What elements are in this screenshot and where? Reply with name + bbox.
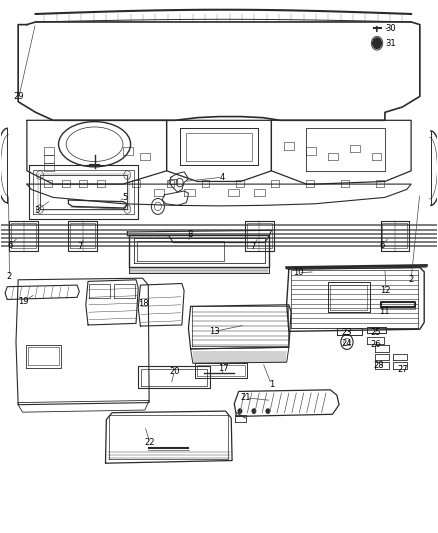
Text: 20: 20 xyxy=(169,367,180,376)
Text: 18: 18 xyxy=(138,299,149,308)
Text: 8: 8 xyxy=(187,230,192,239)
Text: 12: 12 xyxy=(381,286,391,295)
Text: 31: 31 xyxy=(385,39,396,48)
Text: 2: 2 xyxy=(7,272,12,280)
Text: 3: 3 xyxy=(34,206,39,215)
Text: 11: 11 xyxy=(379,307,389,316)
Text: 28: 28 xyxy=(373,361,384,370)
Circle shape xyxy=(252,409,256,413)
Text: 1: 1 xyxy=(269,380,274,389)
Circle shape xyxy=(238,409,242,413)
Text: 2: 2 xyxy=(409,275,414,284)
Text: 13: 13 xyxy=(209,327,220,336)
Text: 23: 23 xyxy=(342,328,352,337)
Text: 22: 22 xyxy=(145,439,155,448)
Text: 17: 17 xyxy=(218,364,229,373)
Text: 7: 7 xyxy=(251,242,256,251)
Text: 6: 6 xyxy=(7,241,13,250)
Text: 26: 26 xyxy=(370,340,381,349)
Text: 4: 4 xyxy=(220,173,225,182)
Circle shape xyxy=(266,409,270,413)
Text: 5: 5 xyxy=(123,193,128,202)
Text: 29: 29 xyxy=(14,92,24,101)
Text: 21: 21 xyxy=(241,393,251,402)
Text: 7: 7 xyxy=(78,242,83,251)
Circle shape xyxy=(373,38,381,49)
Text: 25: 25 xyxy=(370,328,381,337)
Text: 30: 30 xyxy=(385,24,396,33)
Text: 19: 19 xyxy=(18,296,28,305)
Text: 27: 27 xyxy=(397,365,408,374)
Text: 10: 10 xyxy=(293,269,304,277)
Text: 6: 6 xyxy=(379,241,385,250)
Text: 24: 24 xyxy=(342,338,352,348)
